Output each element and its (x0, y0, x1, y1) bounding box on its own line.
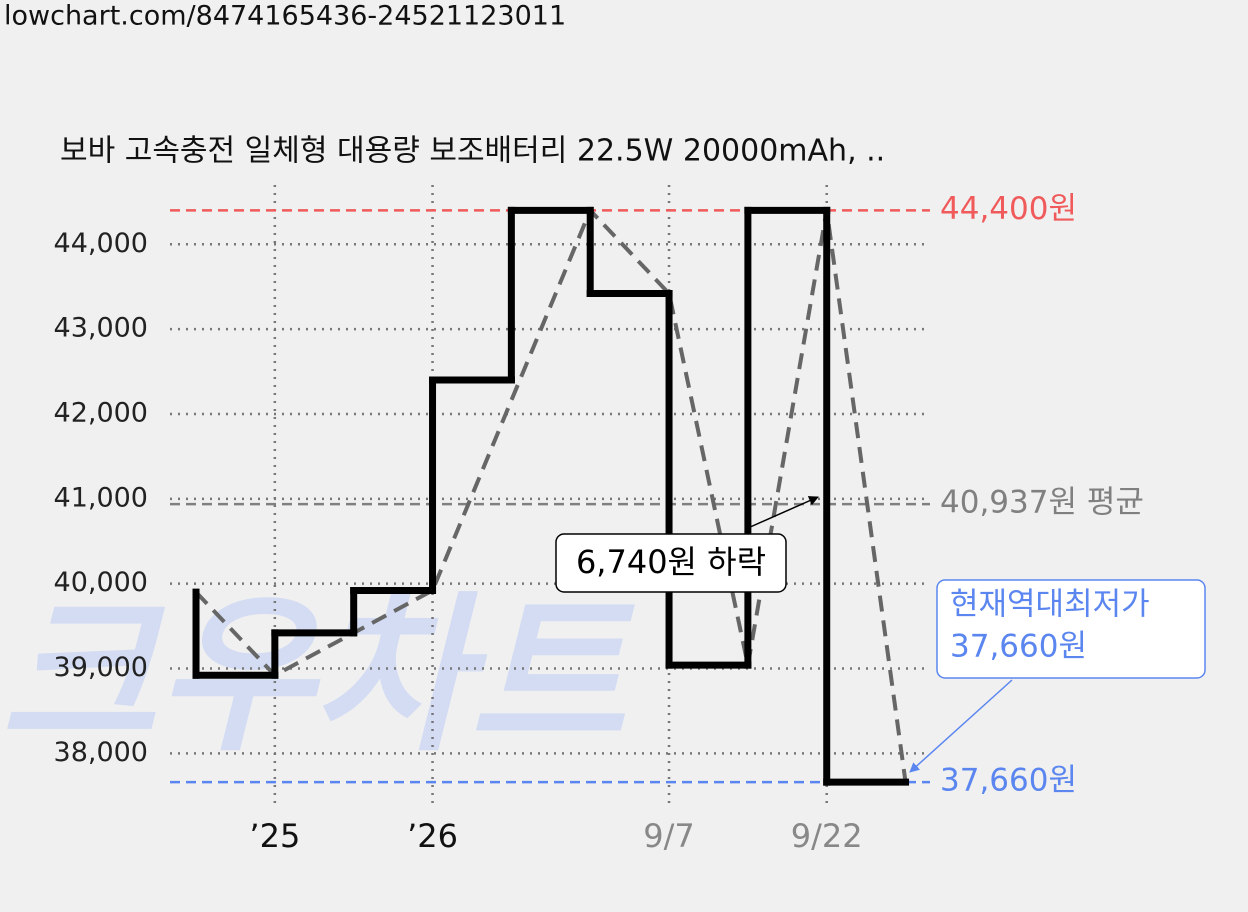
y-tick-label: 44,000 (54, 228, 148, 259)
url: lowchart.com/8474165436-24521123011 (4, 1, 566, 32)
watermark: 크우차트 (0, 577, 635, 775)
y-tick-label: 40,000 (54, 567, 148, 598)
reference-label: 37,660원 (940, 763, 1077, 799)
annotation-text: 37,660원 (950, 629, 1087, 665)
annotation-text: 6,740원 하락 (576, 543, 766, 581)
x-tick-label: ’26 (407, 817, 458, 855)
y-tick-label: 38,000 (54, 737, 148, 768)
reference-label: 40,937원 평균 (940, 485, 1144, 521)
chart-title: 보바 고속충전 일체형 대용량 보조배터리 22.5W 20000mAh, .. (60, 134, 885, 169)
y-tick-label: 43,000 (54, 313, 148, 344)
annotation-box (936, 579, 1206, 679)
annotation-box (555, 533, 787, 593)
y-tick-label: 41,000 (54, 482, 148, 513)
annotation-arrow (747, 496, 819, 529)
annotation-text: 현재역대최저가 (950, 587, 1150, 623)
y-tick-label: 42,000 (54, 397, 148, 428)
annotation-arrow (909, 679, 1013, 773)
x-tick-label: 9/22 (791, 817, 863, 855)
trend-line (194, 206, 908, 783)
x-tick-label: 9/7 (643, 817, 695, 855)
x-tick-label: ’25 (249, 817, 300, 855)
y-tick-label: 39,000 (54, 652, 148, 683)
reference-label: 44,400원 (940, 191, 1077, 227)
